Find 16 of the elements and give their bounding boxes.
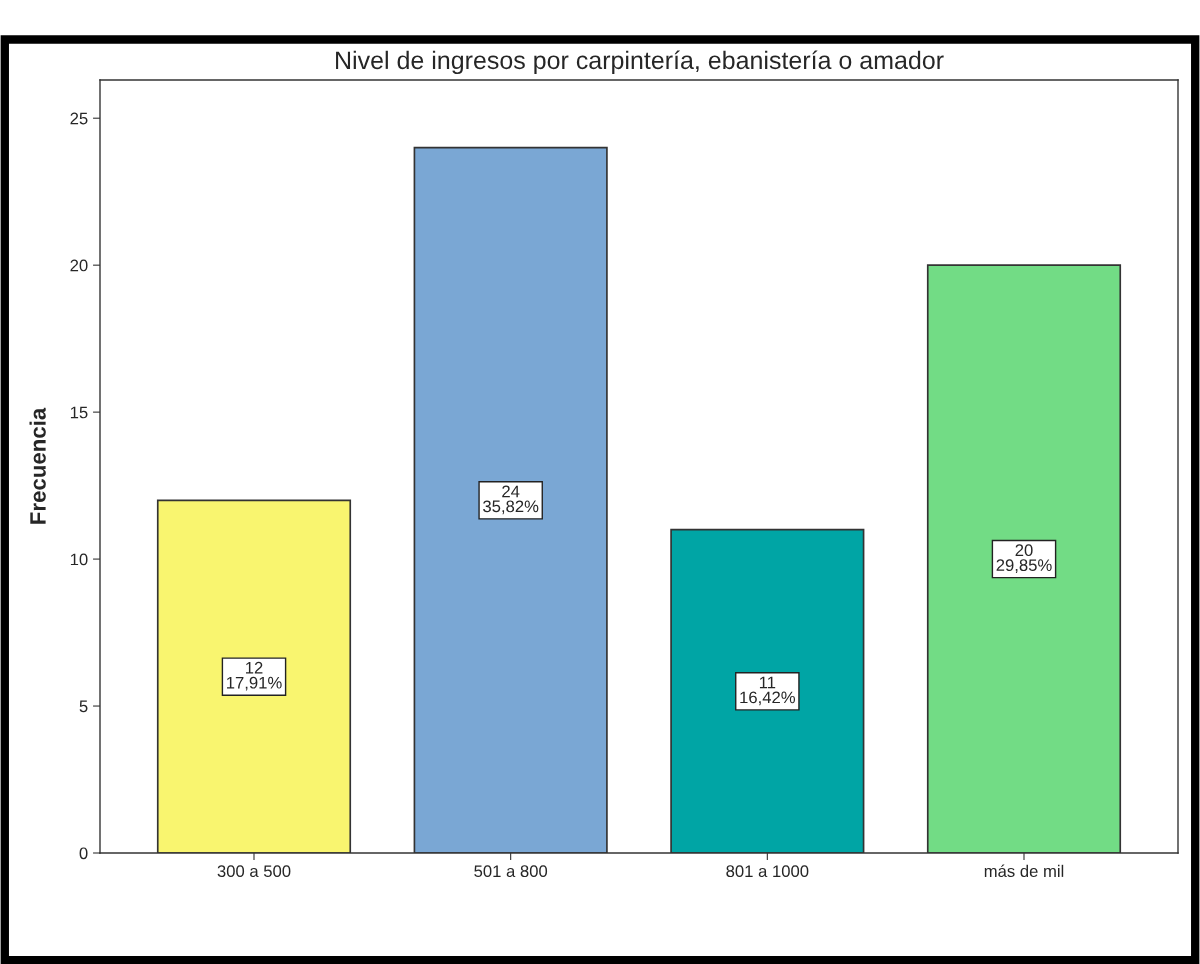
- x-tick-label: 501 a 800: [474, 865, 548, 878]
- chart-title: Nivel de ingresos por carpintería, ebanistería o amador: [336, 50, 944, 75]
- data-label: 24 35,82%: [483, 485, 539, 515]
- data-label: 11 16,42%: [740, 676, 796, 706]
- data-label: 12 17,91%: [227, 661, 282, 691]
- y-tick-label: 5: [79, 700, 88, 713]
- y-tick-label: 10: [70, 553, 88, 566]
- y-axis-title: Frecuencia: [29, 407, 46, 524]
- data-label: 20 29,85%: [996, 544, 1052, 573]
- x-tick-label: más de mil: [984, 864, 1064, 878]
- y-tick-label: 25: [70, 112, 88, 125]
- x-tick-label: 300 a 500: [217, 865, 291, 878]
- y-tick-label: 0: [79, 847, 88, 860]
- x-tick-label: 801 a 1000: [726, 865, 809, 878]
- y-tick-label: 20: [70, 259, 88, 272]
- y-tick-label: 15: [70, 406, 88, 419]
